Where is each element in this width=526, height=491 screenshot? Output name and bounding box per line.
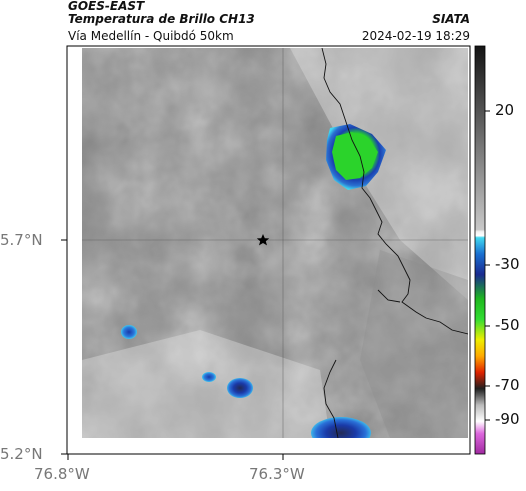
convective-cell-small-1	[227, 378, 253, 398]
colorbar-tick: -90	[495, 410, 520, 428]
border-line	[321, 48, 468, 335]
product-title: Temperatura de Brillo CH13	[68, 12, 255, 26]
brand-label: SIATA	[432, 12, 470, 26]
lon-tick: 76.8°W	[34, 465, 90, 483]
colorbar-tick: -50	[495, 316, 520, 334]
datetime-label: 2024-02-19 18:29	[361, 29, 470, 43]
route-subtitle: Vía Medellín - Quibdó 50km	[68, 29, 234, 43]
colorbar-tick: -30	[495, 255, 520, 273]
colorbar	[474, 45, 486, 455]
lat-tick: 5.7°N	[0, 231, 43, 249]
lon-tick: 76.3°W	[249, 465, 305, 483]
convective-cell-small-3	[202, 372, 216, 382]
convective-cell-south	[311, 417, 371, 438]
convective-cell-small-2	[121, 325, 137, 339]
satellite-image	[82, 48, 468, 438]
star-marker	[256, 234, 270, 246]
colorbar-tick: -70	[495, 376, 520, 394]
lat-tick: 5.2°N	[0, 445, 43, 463]
satellite-title: GOES-EAST	[68, 0, 145, 13]
colorbar-tick: 20	[495, 101, 515, 119]
